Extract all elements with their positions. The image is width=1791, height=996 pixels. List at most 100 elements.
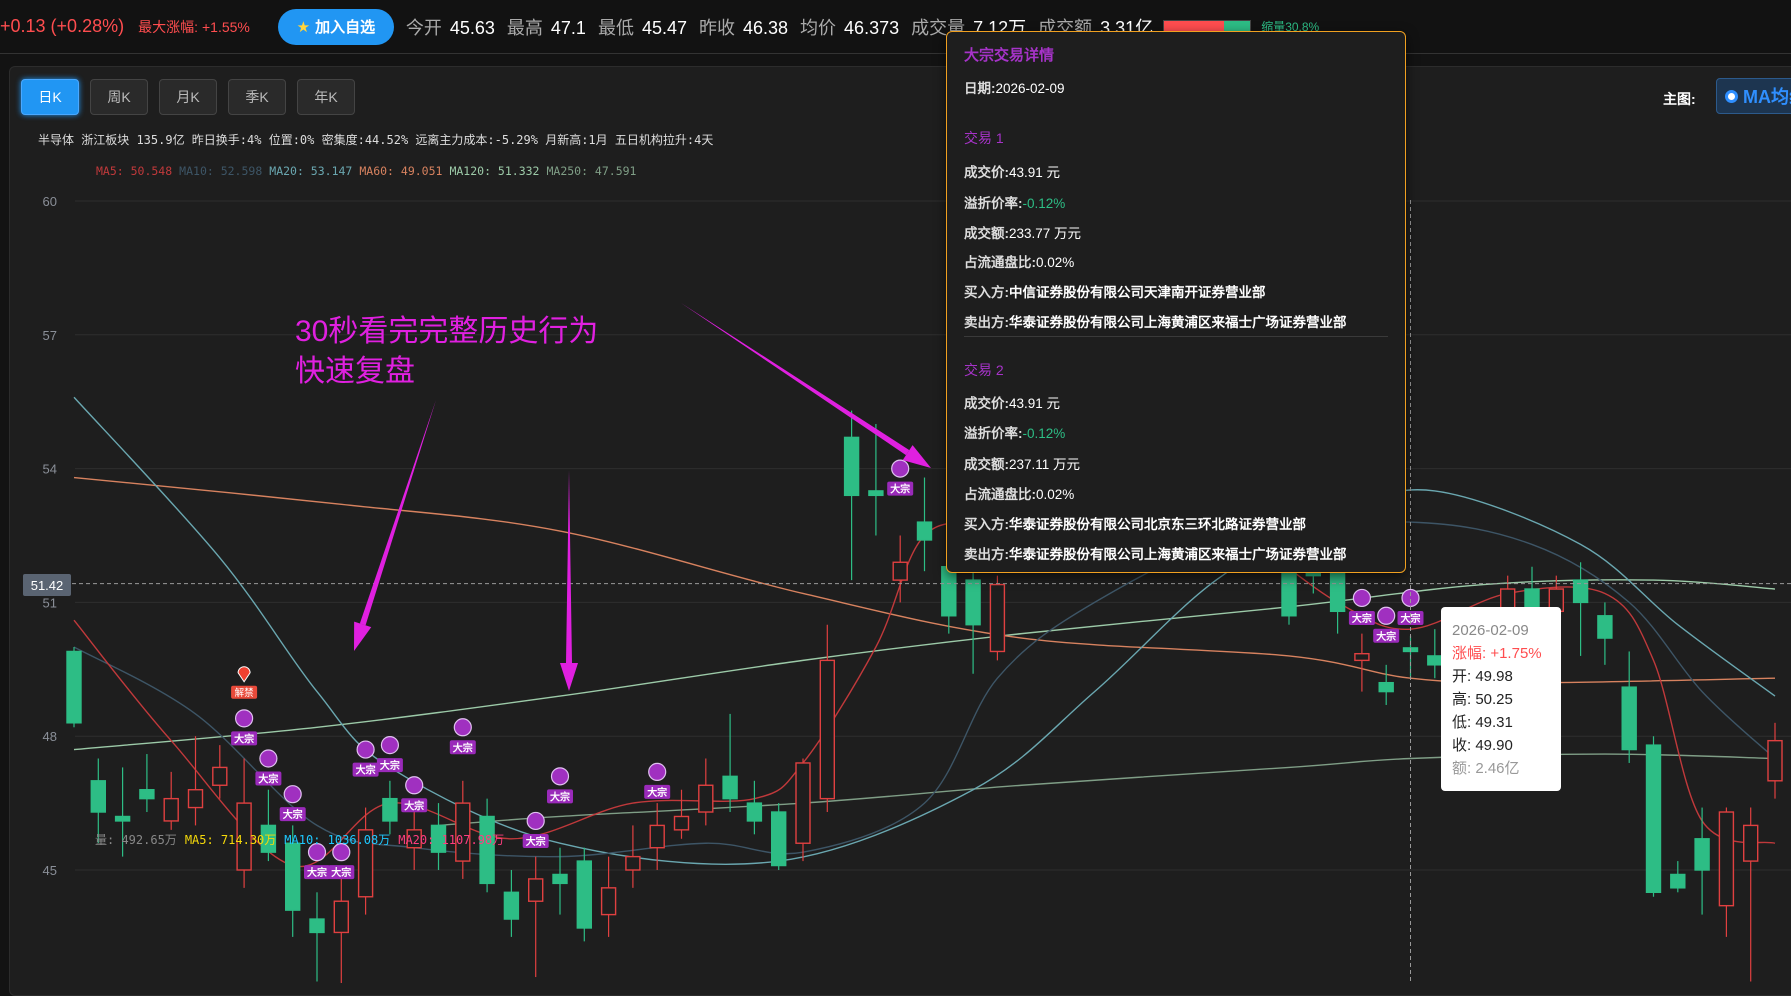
volume-ratio-label: 缩量30.8% [1261,20,1320,34]
unlock-tag [231,685,258,699]
candle [1670,861,1686,893]
candle-body [916,521,933,541]
annotation-line-1: 30秒看完完整历史行为 [295,315,599,348]
tab-period[interactable]: 年K [297,79,355,115]
tooltip-amount: 额: 2.46亿 [1452,760,1520,777]
candle [309,892,325,982]
tab-period[interactable]: 日K [21,79,79,115]
block-trade-marker: 大宗 [1348,588,1375,625]
max-rise-label: 最大涨幅: [138,18,198,35]
block-trade-marker: 大宗 [304,843,330,880]
block-trade-tag-label: 大宗 [890,483,910,496]
trade-float: 占流通盘比:0.02% [964,251,1074,271]
block-trade-bubble [526,811,545,831]
ma-legend: MA5: 50.548 MA10: 52.598 MA20: 53.147 MA60:… [96,164,643,178]
trade-buyer: 买入方:中信证券股份有限公司天津南开证券营业部 [964,281,1266,301]
block-trade-tag-label: 大宗 [526,835,546,848]
add-to-watchlist-label: 加入自选 [315,19,376,36]
candle-body [649,824,665,849]
block-trade-marker: 大宗 [376,736,403,773]
arrow-shaft [359,400,436,626]
trade-float-value: 0.02% [1036,255,1075,270]
map-pin-icon [237,666,251,683]
trade-premium-label: 溢折价率: [964,426,1023,441]
candle-body [90,780,107,813]
volume-legend-item: 量: 492.65万 [95,833,177,847]
candle [455,780,471,879]
volume-ratio-red [1164,20,1224,33]
trade-buyer-value: 中信证券股份有限公司天津南开证券营业部 [1009,285,1266,300]
block-trade-bubble [550,767,570,786]
trade-buyer-label: 买入方: [964,285,1009,300]
volume-legend-item: MA20: 1107.98万 [398,833,505,847]
add-to-watchlist-button[interactable]: ★ 加入自选 [277,8,394,45]
candle-body [430,824,447,853]
y-tick-label: 45 [43,863,57,878]
candle [795,758,811,862]
candle-body [965,579,981,626]
y-tick-label: 60 [43,194,57,209]
candle-body [771,811,787,867]
candle-body [163,797,179,822]
tab-period[interactable]: 季K [228,79,286,115]
trade-price: 成交价:43.91 元 [964,392,1060,412]
candle [114,767,131,857]
stat-label: 昨收 [699,17,735,38]
candle-body [260,824,277,853]
trade-price-value: 43.91 元 [1009,165,1061,180]
candle-body [66,650,82,724]
candle [1378,664,1394,705]
candle-body [1597,615,1613,639]
candle-body [892,561,908,581]
block-trade-tag-label: 大宗 [307,866,327,879]
annotation-line-2: 快速复盘 [295,355,415,388]
block-trade-tag [644,784,671,799]
candle [746,780,763,835]
candle [357,807,374,915]
candle [212,745,228,799]
candle-body [357,829,374,898]
trade-title: 交易 1 [964,130,1004,146]
candle [187,736,204,826]
trade-buyer: 买入方:华泰证券股份有限公司北京东三环北路证券营业部 [964,513,1306,533]
block-trade-marker: 大宗 [401,776,428,813]
candle-body [406,829,422,849]
trade-premium: 溢折价率:-0.12% [964,422,1065,442]
block-trade-tag [1348,610,1375,625]
block-trade-tag-label: 大宗 [550,790,570,803]
arrow-head-icon [902,445,931,468]
block-trade-bubble [380,736,399,755]
ma-line-ma20 [73,396,1776,865]
ma-line-ma5 [73,503,1776,868]
ma-indicator-button[interactable]: MA均线 [1716,78,1791,114]
candle [771,803,787,870]
volume-legend: 量: 492.65万 MA5: 714.30万 MA10: 1036.08万 MA20… [95,831,512,848]
y-tick-label: 51 [43,595,57,610]
candle [698,758,714,826]
trade-seller-value: 华泰证券股份有限公司上海黄浦区来福士广场证券营业部 [1009,315,1347,330]
candle-body [1670,873,1686,889]
volume-ratio-green [1223,20,1251,33]
candle-body [868,490,884,497]
block-trade-bubble [1401,588,1420,608]
candle-body [1427,655,1443,666]
candle [1718,807,1735,937]
trade-price-value: 43.91 元 [1009,396,1061,411]
candle [285,825,301,937]
candle-body [1524,588,1540,608]
tab-period[interactable]: 周K [90,79,148,115]
candle-body [503,891,520,920]
block-trade-bubble [235,709,254,728]
ma-legend-item: MA60: 49.051 [359,164,443,178]
tab-period[interactable]: 月K [159,79,217,115]
block-trade-marker: 大宗 [328,843,355,880]
candle [600,856,617,937]
candle [1354,633,1370,692]
candle [1767,722,1783,799]
divider [964,336,1388,337]
arrow-head-icon [560,663,578,691]
candle-body [1742,824,1759,862]
candle [1427,629,1443,679]
block-trade-marker: 大宗 [449,718,476,755]
candle-body [187,789,204,809]
